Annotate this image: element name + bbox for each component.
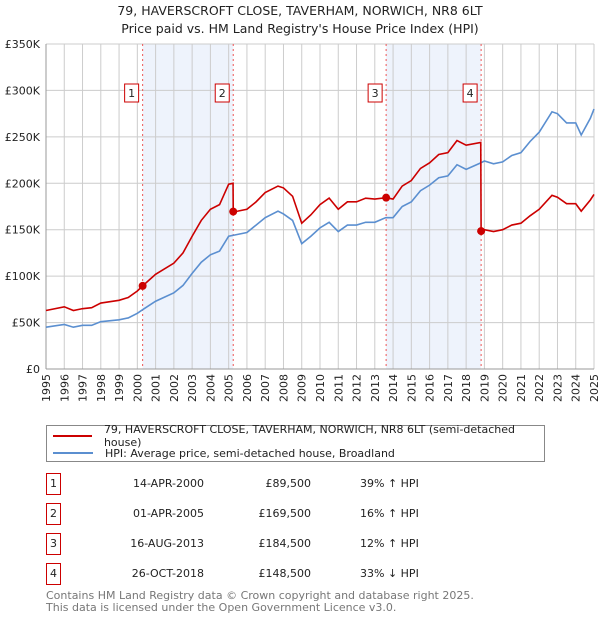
sale-number-badge: 1	[46, 473, 61, 495]
y-tick-label: £0	[26, 363, 40, 376]
x-tick-label: 1997	[77, 374, 90, 402]
x-tick-label: 2010	[314, 374, 327, 402]
sale-price: £184,500	[258, 537, 312, 550]
x-tick-label: 2003	[186, 374, 199, 402]
x-tick-label: 2022	[533, 374, 546, 402]
y-tick-label: £100K	[5, 270, 41, 283]
x-tick-label: 2013	[369, 374, 382, 402]
sale-point	[138, 281, 147, 290]
x-tick-label: 1999	[113, 374, 126, 402]
property-price-line	[45, 139, 595, 312]
x-tick-label: 2025	[588, 374, 600, 402]
y-tick-label: £150K	[5, 224, 41, 237]
x-tick-label: 2008	[277, 374, 290, 402]
sale-marker-label: 3	[372, 87, 379, 100]
legend: 79, HAVERSCROFT CLOSE, TAVERHAM, NORWICH…	[46, 423, 545, 462]
x-tick-label: 1995	[40, 374, 53, 402]
sale-date: 01-APR-2005	[132, 507, 204, 520]
sale-hpi-diff: 39% ↑ HPI	[360, 477, 419, 490]
sale-number-badge: 3	[46, 533, 61, 555]
legend-swatch-red	[53, 435, 92, 437]
y-tick-label: £300K	[5, 84, 41, 97]
price-chart: 1995 1996 1997 1998 1999 2000 2001 2002 2003 2004…	[5, 38, 600, 402]
x-tick-label: 2020	[497, 374, 510, 402]
footer-licence: This data is licensed under the Open Gov…	[46, 601, 397, 614]
x-tick-label: 2004	[204, 374, 217, 402]
y-tick-label: £50K	[12, 317, 41, 330]
chart-subtitle: Price paid vs. HM Land Registry's House …	[121, 21, 479, 36]
y-tick-label: £200K	[5, 177, 41, 190]
sale-date: 14-APR-2000	[132, 477, 204, 490]
x-tick-label: 2019	[478, 374, 491, 402]
sale-date: 26-OCT-2018	[131, 567, 204, 580]
sale-hpi-diff: 16% ↑ HPI	[360, 507, 419, 520]
sale-hpi-diff: 12% ↑ HPI	[360, 537, 419, 550]
legend-label: HPI: Average price, semi-detached house,…	[105, 446, 395, 460]
sale-marker-label: 2	[219, 87, 226, 100]
x-tick-label: 2012	[351, 374, 364, 402]
sale-marker-box	[214, 83, 230, 103]
hpi-line	[45, 108, 595, 329]
x-tick-label: 2007	[259, 374, 272, 402]
sale-marker-label: 4	[467, 87, 474, 100]
x-tick-label: 2023	[551, 374, 564, 402]
legend-swatch-blue	[53, 452, 93, 454]
sale-date: 16-AUG-2013	[130, 537, 204, 550]
x-tick-label: 2021	[515, 374, 528, 402]
sale-hpi-diff: 33% ↓ HPI	[360, 567, 419, 580]
x-tick-label: 2001	[150, 374, 163, 402]
y-tick-label: £250K	[5, 131, 41, 144]
sale-marker-label: 1	[128, 87, 135, 100]
sale-marker-box	[124, 83, 140, 103]
footer-copyright: Contains HM Land Registry data © Crown c…	[46, 589, 474, 602]
x-tick-label: 1996	[58, 374, 71, 402]
x-tick-label: 2024	[570, 374, 583, 402]
legend-item-property: 79, HAVERSCROFT CLOSE, TAVERHAM, NORWICH…	[53, 423, 544, 449]
sale-marker-box	[462, 83, 478, 103]
x-tick-label: 2016	[424, 374, 437, 402]
legend-label: 79, HAVERSCROFT CLOSE, TAVERHAM, NORWICH…	[103, 423, 515, 449]
x-tick-label: 2000	[131, 374, 144, 402]
x-tick-label: 2002	[168, 374, 181, 402]
sale-marker-box	[367, 83, 383, 103]
x-tick-label: 2017	[442, 374, 455, 402]
sale-point	[229, 207, 238, 216]
x-tick-label: 2009	[296, 374, 309, 402]
sale-number-badge: 2	[46, 503, 61, 525]
x-tick-label: 2018	[460, 374, 473, 402]
x-tick-label: 2015	[405, 374, 418, 402]
sale-price: £169,500	[258, 507, 312, 520]
y-tick-label: £350K	[5, 38, 41, 51]
x-tick-label: 2014	[387, 374, 400, 402]
sale-price: £148,500	[258, 567, 312, 580]
x-tick-label: 2006	[241, 374, 254, 402]
legend-item-hpi: HPI: Average price, semi-detached house,…	[53, 445, 395, 461]
x-tick-label: 1998	[95, 374, 108, 402]
chart-title: 79, HAVERSCROFT CLOSE, TAVERHAM, NORWICH…	[117, 3, 483, 18]
sale-point	[477, 227, 486, 236]
sale-number-badge: 4	[46, 563, 61, 585]
x-tick-label: 2011	[332, 374, 345, 402]
sale-point	[382, 193, 391, 202]
x-tick-label: 2005	[223, 374, 236, 402]
sale-price: £89,500	[265, 477, 312, 490]
